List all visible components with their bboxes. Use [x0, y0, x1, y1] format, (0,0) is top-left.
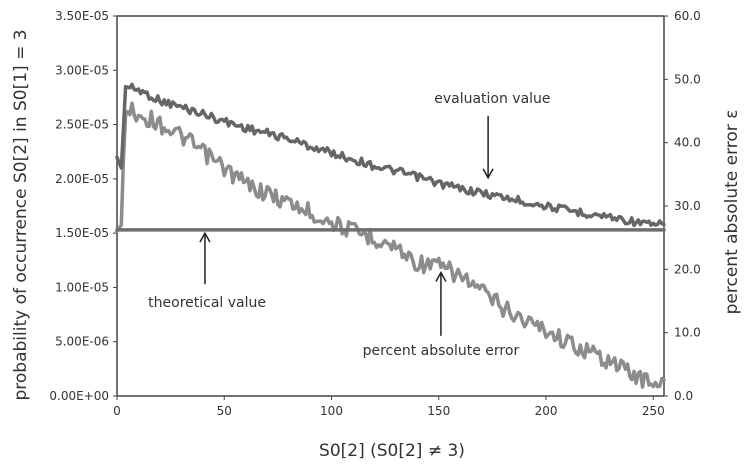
series-percent-absolute-error — [115, 101, 666, 389]
y-left-tick-label: 3.50E-05 — [55, 9, 109, 23]
y-right-tick-label: 40.0 — [674, 136, 701, 150]
y-left-tick-label: 3.00E-05 — [55, 63, 109, 77]
annotation-theoretical-label: theoretical value — [148, 295, 266, 311]
annotation-evaluation-label: evaluation value — [434, 91, 550, 107]
y-right-tick-label: 10.0 — [674, 326, 701, 340]
y-left-tick-label: 1.50E-05 — [55, 226, 109, 240]
y-right-tick-label: 30.0 — [674, 199, 701, 213]
x-tick-label: 200 — [535, 404, 558, 418]
y-left-tick-label: 2.00E-05 — [55, 172, 109, 186]
y-left-tick-label: 5.00E-06 — [55, 335, 109, 349]
x-tick-label: 0 — [113, 404, 121, 418]
x-tick-label: 250 — [642, 404, 665, 418]
x-axis-title: S0[2] (S0[2] ≠ 3) — [319, 441, 465, 461]
y-right-tick-label: 0.0 — [674, 389, 693, 403]
annotation-theoretical-arrow-head — [199, 231, 211, 243]
series-evaluation-value — [115, 82, 666, 228]
annotation-error-label: percent absolute error — [363, 343, 520, 359]
y-right-tick-label: 60.0 — [674, 9, 701, 23]
x-tick-label: 100 — [320, 404, 343, 418]
y-right-tick-label: 50.0 — [674, 72, 701, 86]
annotation-evaluation-arrow-head — [482, 168, 494, 180]
y-right-tick-label: 20.0 — [674, 262, 701, 276]
x-tick-label: 150 — [427, 404, 450, 418]
y-left-tick-label: 2.50E-05 — [55, 118, 109, 132]
y-left-tick-label: 1.00E-05 — [55, 280, 109, 294]
annotation-error-arrow-head — [435, 270, 447, 282]
y-axis-right-title: percent absolute error ε — [722, 110, 742, 315]
y-left-tick-label: 0.00E+00 — [49, 389, 109, 403]
y-axis-left-title: probability of occurrence S0[2] in S0[1]… — [11, 29, 31, 400]
x-tick-label: 50 — [217, 404, 232, 418]
